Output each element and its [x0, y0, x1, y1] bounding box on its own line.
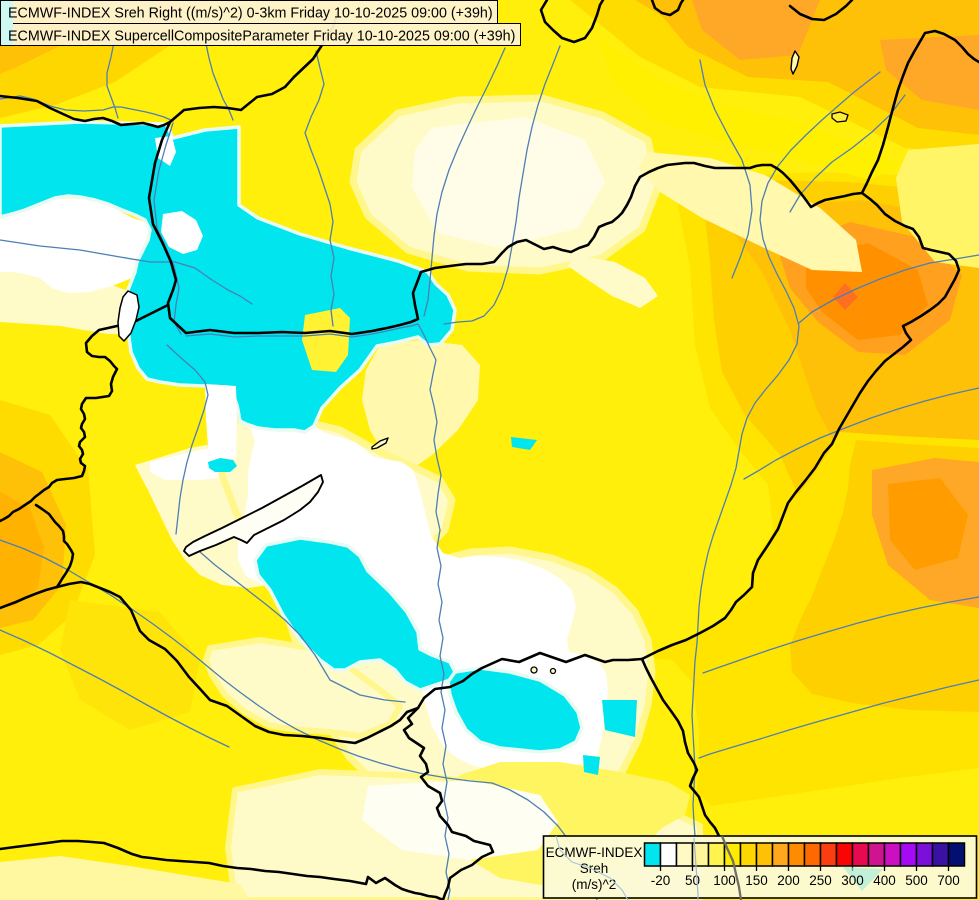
- svg-text:100: 100: [713, 873, 736, 888]
- svg-text:150: 150: [745, 873, 768, 888]
- svg-text:200: 200: [777, 873, 800, 888]
- svg-text:-20: -20: [651, 873, 671, 888]
- svg-text:ECMWF-INDEX: ECMWF-INDEX: [546, 845, 643, 860]
- svg-text:700: 700: [937, 873, 960, 888]
- svg-text:ECMWF-INDEX SupercellComposite: ECMWF-INDEX SupercellCompositeParameter …: [8, 29, 515, 45]
- svg-text:500: 500: [905, 873, 928, 888]
- svg-text:ECMWF-INDEX Sreh Right ((m/s)^: ECMWF-INDEX Sreh Right ((m/s)^2) 0-3km F…: [8, 6, 493, 22]
- svg-text:Sreh: Sreh: [580, 861, 609, 876]
- svg-text:(m/s)^2: (m/s)^2: [572, 877, 617, 892]
- svg-text:400: 400: [873, 873, 896, 888]
- svg-text:300: 300: [841, 873, 864, 888]
- svg-text:250: 250: [809, 873, 832, 888]
